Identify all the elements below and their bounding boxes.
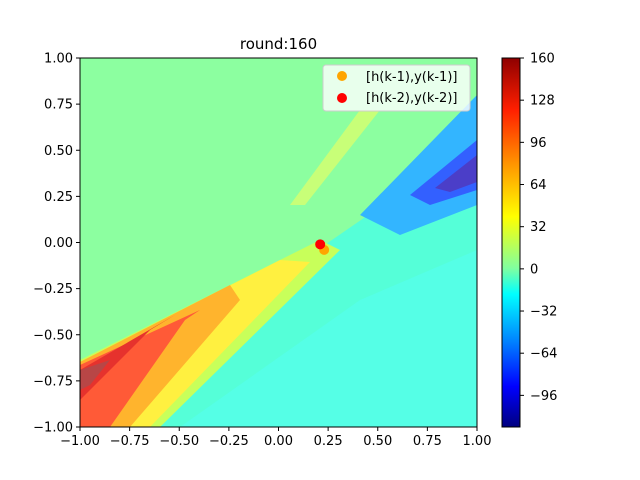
y-tick-label: −0.25 [33,282,73,297]
contour-band-blue [360,95,477,235]
y-tick-label: −0.75 [33,374,73,389]
colorbar-tick-label: 32 [530,220,547,235]
colorbar-tick-label: 160 [530,52,555,67]
x-tick-label: 0.50 [363,434,392,449]
x-tick-label: −1.00 [60,434,100,449]
contour-band-darkest-blue [435,155,477,192]
y-tick-label: 0.50 [44,144,73,159]
point-series-1 [315,239,326,250]
colorbar-tick-label: −32 [530,305,557,320]
y-tick-label: −0.50 [33,328,73,343]
x-tick-label: −0.75 [110,434,150,449]
colorbar-tick-label: 128 [530,94,555,109]
contour-band-darkest-red [80,360,110,390]
contour-field [80,58,477,427]
legend-label-series-0: [h(k-1),y(k-1)] [366,70,457,85]
colorbar-tick-label: 64 [530,178,547,193]
colorbar-tick-label: 96 [530,136,547,151]
colorbar: 160 128 96 64 32 0 −32 −64 −96 [501,52,557,428]
chart-title: round:160 [240,35,317,53]
x-tick-label: −0.50 [159,434,199,449]
colorbar-tick-label: 0 [530,262,538,277]
colorbar-fill [502,58,520,427]
contour-band-deep-blue [410,140,477,205]
y-tick-label: 0.75 [44,98,73,113]
legend-box [322,64,471,112]
colorbar-ticks: 160 128 96 64 32 0 −32 −64 −96 [520,52,557,404]
y-tick-label: 0.25 [44,190,73,205]
colorbar-tick-label: −64 [530,347,557,362]
scatter-points [315,239,330,255]
legend-label-series-1: [h(k-2),y(k-2)] [366,91,457,106]
x-axis: −1.00 −0.75 −0.50 −0.25 0.00 0.25 0.50 0.75 1.00 [60,427,491,449]
contour-band-red [80,310,200,427]
contour-band-pale-yellow [290,110,380,205]
y-tick-label: −1.00 [33,421,73,436]
x-tick-label: −0.25 [209,434,249,449]
y-tick-label: 1.00 [44,52,73,67]
x-tick-label: 0.00 [264,434,293,449]
legend-marker-series-0 [337,71,347,81]
x-tick-label: 0.25 [314,434,343,449]
legend: [h(k-1),y(k-1)] [h(k-2),y(k-2)] [322,64,471,112]
colorbar-tick-label: −96 [530,389,557,404]
legend-marker-series-1 [337,93,347,103]
y-axis: 1.00 0.75 0.50 0.25 0.00 −0.25 −0.50 −0.75 −1.00 [33,52,80,436]
y-tick-label: 0.00 [44,236,73,251]
x-tick-label: 0.75 [413,434,442,449]
colorbar-frame [501,57,521,428]
x-tick-label: 1.00 [463,434,492,449]
